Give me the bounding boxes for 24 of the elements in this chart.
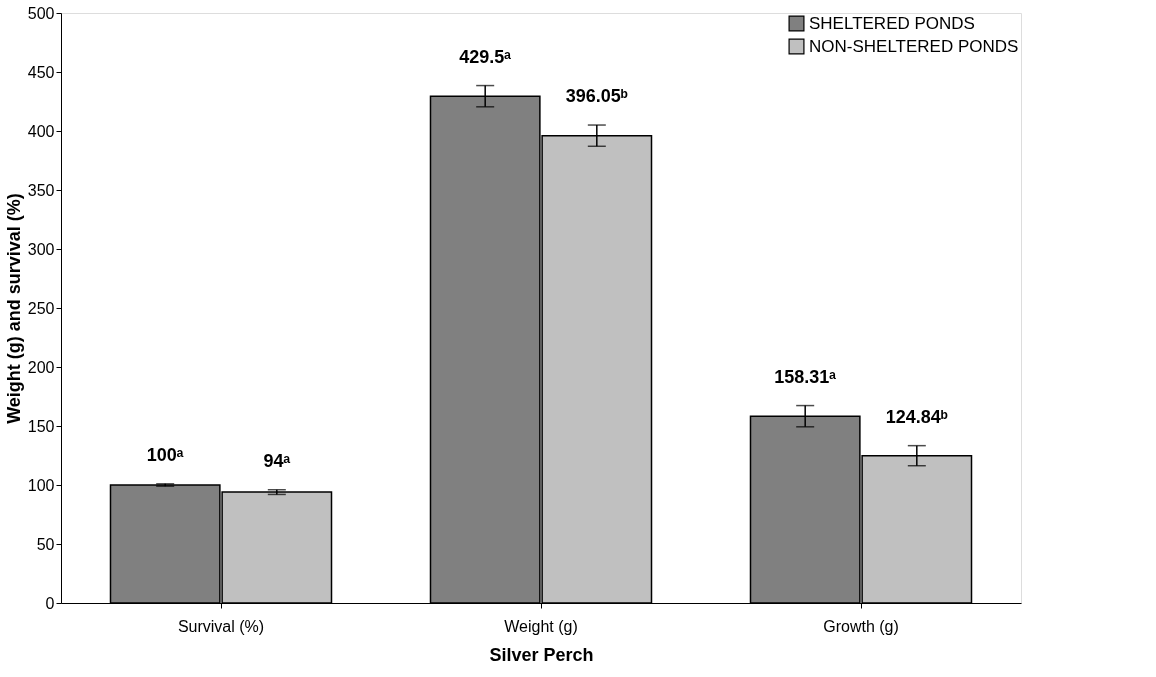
legend-label: NON-SHELTERED PONDS [809, 36, 1019, 56]
y-tick-label: 450 [27, 63, 55, 81]
y-tick-label: 500 [27, 4, 55, 22]
data-label: 158.31ᵃ [774, 366, 837, 387]
x-tick-label: Growth (g) [823, 617, 899, 635]
legend-label: SHELTERED PONDS [809, 13, 975, 33]
y-tick-label: 200 [27, 358, 55, 376]
y-tick-label: 300 [27, 240, 55, 258]
data-label: 100ᵃ [146, 444, 184, 465]
data-label: 396.05ᵇ [565, 86, 628, 107]
y-tick-label: 0 [45, 594, 55, 612]
y-tick-label: 350 [27, 181, 55, 199]
y-tick-label: 100 [27, 476, 55, 494]
data-label: 94ᵃ [263, 450, 291, 471]
data-label: 429.5ᵃ [459, 46, 512, 67]
y-tick-label: 250 [27, 299, 55, 317]
y-axis-title: Weight (g) and survival (%) [3, 193, 24, 424]
y-tick-label: 400 [27, 122, 55, 140]
x-axis-title: Silver Perch [489, 644, 594, 665]
x-tick-label: Survival (%) [177, 617, 265, 635]
y-tick-label: 50 [36, 535, 55, 553]
y-tick-label: 150 [27, 417, 55, 435]
x-tick-label: Weight (g) [504, 617, 578, 635]
data-label: 124.84ᵇ [885, 406, 948, 427]
